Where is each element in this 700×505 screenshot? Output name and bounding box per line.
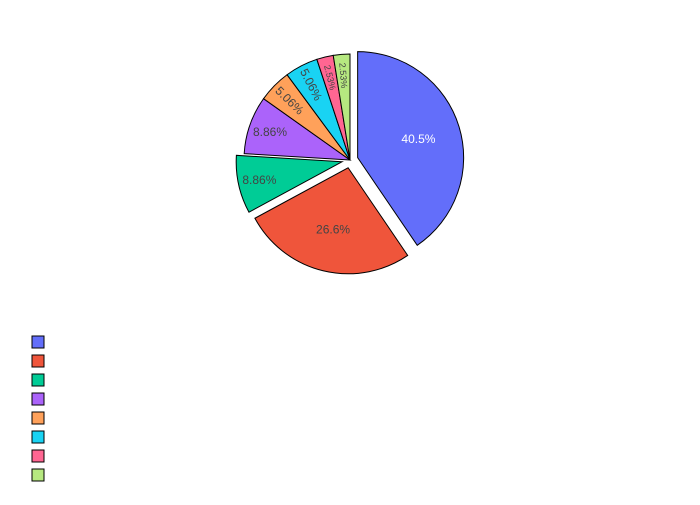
pie-slice — [235, 154, 344, 213]
pie-slice — [254, 167, 409, 275]
pie-slices — [235, 51, 465, 275]
slice-label: 8.86% — [253, 125, 287, 139]
legend-item[interactable] — [31, 468, 45, 482]
legend-swatch — [31, 354, 45, 368]
legend-swatch — [31, 430, 45, 444]
legend-item[interactable] — [31, 335, 45, 349]
legend-swatch — [31, 411, 45, 425]
slice-label: 2.53% — [337, 62, 349, 88]
pie-slice — [357, 51, 465, 247]
legend-swatch — [31, 373, 45, 387]
slice-label: 8.86% — [242, 173, 276, 187]
legend-item[interactable] — [31, 411, 45, 425]
legend-item[interactable] — [31, 449, 45, 463]
slice-label: 40.5% — [401, 132, 435, 146]
legend-swatch — [31, 392, 45, 406]
legend-item[interactable] — [31, 354, 45, 368]
legend-swatch — [31, 468, 45, 482]
legend-swatch — [31, 335, 45, 349]
legend-item[interactable] — [31, 392, 45, 406]
pie-slice — [332, 53, 351, 161]
slice-label: 26.6% — [316, 223, 350, 237]
legend-item[interactable] — [31, 430, 45, 444]
legend — [31, 335, 45, 482]
legend-item[interactable] — [31, 373, 45, 387]
legend-swatch — [31, 449, 45, 463]
